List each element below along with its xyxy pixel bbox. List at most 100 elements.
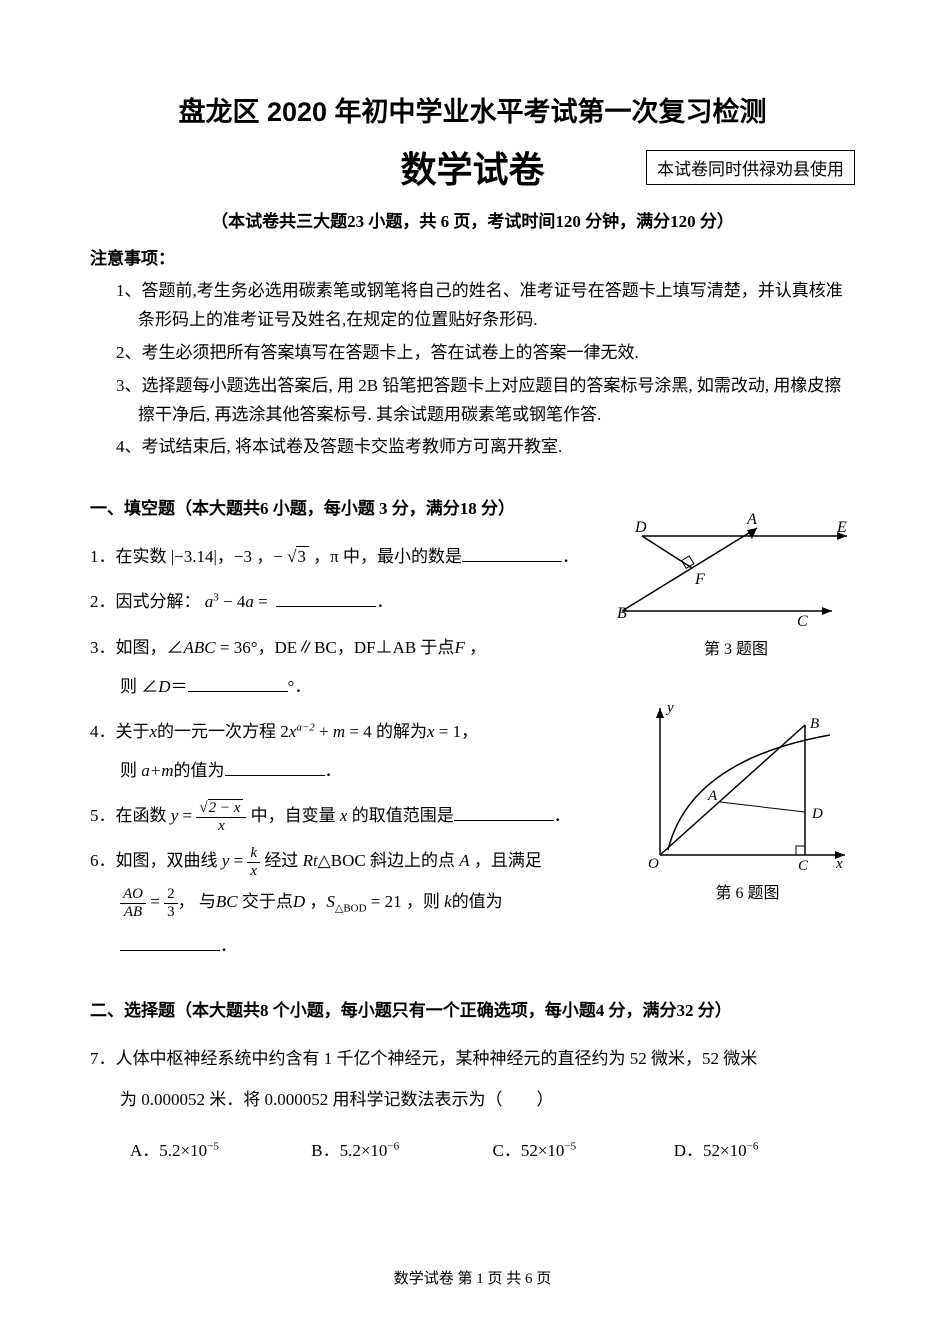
q3-blank [188, 674, 288, 692]
q4-m: m [333, 722, 345, 741]
notice-item-4: 4、考试结束后, 将本试卷及答题卡交监考教师方可离开教室. [90, 433, 855, 462]
title-row: 数学试卷 本试卷同时供禄劝县使用 [90, 141, 855, 193]
q1-sqrt: 3 [296, 546, 309, 566]
figure-6-svg: O x y B C A D [640, 700, 855, 870]
q6-k: k [444, 892, 452, 911]
q5-blank [454, 803, 554, 821]
question-7: 7．人体中枢神经系统中约含有 1 千亿个神经元，某种神经元的直径约为 52 微米… [90, 1039, 855, 1171]
fig3-label-F: F [694, 571, 705, 588]
fig6-label-D: D [811, 806, 823, 822]
q6-frac-num: k [247, 845, 260, 863]
q5-eq: = [178, 806, 196, 825]
q6-boc: △BOC [318, 851, 366, 870]
q6-eq2: = [146, 892, 164, 911]
q6-f: 交于点 [238, 892, 293, 911]
notice-header: 注意事项： [90, 244, 855, 269]
figure-6: O x y B C A D 第 6 题图 [640, 700, 855, 903]
q1-text-post: ，π 中，最小的数是 [309, 547, 462, 566]
q5-b: 中，自变量 [246, 806, 340, 825]
q7-opt-d: D．52×10−6 [674, 1131, 855, 1172]
q3-abc: ABC [184, 638, 216, 657]
q3-D: D [158, 677, 170, 696]
title-line-1: 盘龙区 2020 年初中学业水平考试第一次复习检测 [90, 90, 855, 129]
q4-x: x [150, 722, 158, 741]
q5-frac: √2 − xx [196, 800, 246, 834]
notice-item-1: 1、答题前,考生务必选用碳素笔或钢笔将自己的姓名、准考证号在答题卡上填写清楚，并… [90, 277, 855, 335]
q2-a: a [205, 592, 214, 611]
section-2-header: 二、选择题（本大题共8 个小题，每小题只有一个正确选项，每小题4 分，满分32 … [90, 996, 855, 1021]
fig3-label-A: A [746, 511, 757, 528]
question-4: 4．关于x的一元一次方程 2xa−2 + m = 4 的解为x = 1， 则 a… [90, 712, 600, 790]
q2-text: 2．因式分解： [90, 592, 201, 611]
q7-line2: 为 0.000052 米．将 0.000052 用科学记数法表示为（ ） [90, 1080, 855, 1121]
q3-b: = 36°，DE∥BC，DF⊥AB 于点 [216, 638, 455, 657]
question-3: 3．如图，∠ABC = 36°，DE∥BC，DF⊥AB 于点F ， 则 ∠D＝ °… [90, 628, 600, 706]
q7-opt-a-text: A．5.2×10 [130, 1141, 207, 1160]
q3-a: 3．如图，∠ [90, 638, 184, 657]
q6-rt: Rt [303, 851, 318, 870]
q5-den: x [196, 818, 246, 835]
title-line-2: 数学试卷 [400, 141, 544, 193]
q7-opt-d-text: D．52×10 [674, 1141, 747, 1160]
q6-frac-den: x [247, 863, 260, 880]
q6-sub: △BOD [335, 902, 367, 914]
q7-opt-c-sup: −5 [564, 1140, 576, 1152]
q6-b: 经过 [260, 851, 303, 870]
q7-opt-b: B．5.2×10−6 [311, 1131, 492, 1172]
notice-item-3: 3、选择题每小题选出答案后, 用 2B 铅笔把答题卡上对应题目的答案标号涂黑, … [90, 372, 855, 430]
q6-A: A [459, 851, 469, 870]
notice-item-2: 2、考生必须把所有答案填写在答题卡上，答在试卷上的答案一律无效. [90, 339, 855, 368]
q4-line2: 则 a+m的值为． [90, 751, 600, 790]
question-6: 6．如图，双曲线 y = kx 经过 Rt△BOC 斜边上的点 A ，且满足 A… [90, 841, 600, 968]
figure-3: B C A D E F 第 3 题图 [617, 506, 855, 659]
q4-g: 的值为 [174, 761, 225, 780]
q6-frac3: 23 [164, 886, 178, 920]
fig6-label-C: C [798, 858, 809, 870]
fig3-label-B: B [617, 605, 627, 622]
fig6-label-y: y [665, 700, 674, 716]
q6-d: ，且满足 [470, 851, 542, 870]
q7-opt-a-sup: −5 [207, 1140, 219, 1152]
q3-d: 则 ∠ [120, 677, 158, 696]
q7-a: 7．人体中枢神经系统中约含有 1 千亿个神经元，某种神经元的直径约为 52 微米… [90, 1049, 757, 1068]
q4-c: + [315, 722, 333, 741]
q4-d: = 4 的解为 [345, 722, 427, 741]
q5-c: 的取值范围是 [347, 806, 453, 825]
q3-F: F [454, 638, 464, 657]
q6-h: = 21 ，则 [367, 892, 445, 911]
q1-text-pre: 1．在实数 |−3.14|，−3 ，− [90, 547, 287, 566]
q6-frac3-num: 2 [164, 886, 178, 904]
q3-line2: 则 ∠D＝ °． [90, 667, 600, 706]
q6-frac2: AOAB [120, 886, 146, 920]
q7-opt-c-text: C．52×10 [493, 1141, 565, 1160]
q1-blank [462, 544, 562, 562]
q4-b: 的一元一次方程 2 [157, 722, 289, 741]
q6-frac2-num: AO [120, 886, 146, 904]
q6-frac: kx [247, 845, 260, 879]
q5-num: 2 − x [208, 799, 244, 816]
q6-bc: BC [216, 892, 238, 911]
q7-b: 为 0.000052 米．将 0.000052 用科学记数法表示为（ ） [120, 1090, 554, 1109]
q4-am: a+m [141, 761, 173, 780]
note-box: 本试卷同时供禄劝县使用 [646, 150, 855, 185]
fig6-label-A: A [707, 788, 718, 804]
q6-e: ， 与 [178, 892, 216, 911]
q6-D: D [293, 892, 305, 911]
page-footer: 数学试卷 第 1 页 共 6 页 [0, 1267, 945, 1288]
q2-blank [276, 589, 376, 607]
q6-i: 的值为 [452, 892, 503, 911]
q6-S: S [326, 892, 335, 911]
q3-e: ＝ [171, 677, 188, 696]
fig6-label-O: O [648, 856, 659, 870]
q3-deg: °． [288, 677, 312, 696]
q6-g: ， [305, 892, 326, 911]
q7-opt-d-sup: −6 [747, 1140, 759, 1152]
figure-3-caption: 第 3 题图 [617, 635, 855, 659]
q6-frac2-den: AB [120, 904, 146, 921]
fig6-label-B: B [810, 716, 819, 732]
q3-c: ， [465, 638, 486, 657]
question-1: 1．在实数 |−3.14|，−3 ，− √3 ，π 中，最小的数是． [90, 537, 600, 576]
fig3-label-D: D [634, 519, 647, 536]
q6-c: 斜边上的点 [366, 851, 460, 870]
q7-opt-c: C．52×10−5 [493, 1131, 674, 1172]
